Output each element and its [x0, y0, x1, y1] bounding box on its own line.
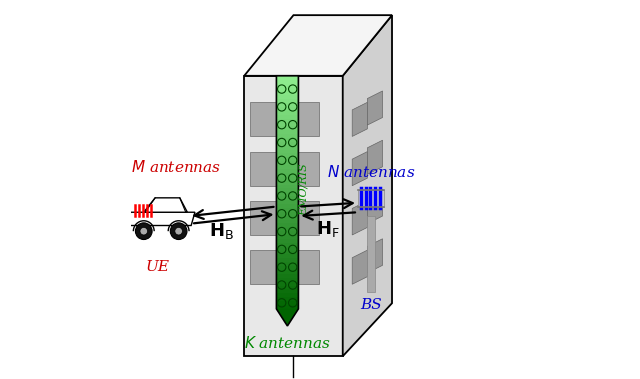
Bar [276, 119, 298, 122]
Polygon shape [244, 15, 392, 76]
Text: UE: UE [146, 260, 170, 274]
Bar [276, 146, 298, 150]
Bar [276, 293, 298, 297]
Bar [276, 138, 298, 142]
Bar [276, 91, 298, 95]
Bar [250, 152, 281, 186]
Bar [276, 88, 298, 91]
Bar [276, 181, 298, 185]
Bar [276, 208, 298, 212]
Bar [276, 204, 298, 208]
Polygon shape [367, 140, 383, 174]
Bar [276, 251, 298, 255]
Bar [276, 278, 298, 282]
Bar [250, 250, 281, 284]
Bar [288, 102, 319, 136]
Bar [276, 130, 298, 134]
Bar [276, 235, 298, 239]
Text: $N$ antennas: $N$ antennas [327, 164, 415, 180]
Text: $\mathbf{H}_{\mathrm{F}}$: $\mathbf{H}_{\mathrm{F}}$ [316, 219, 339, 239]
Bar [276, 239, 298, 243]
Bar [276, 134, 298, 138]
Polygon shape [352, 250, 367, 284]
Bar [276, 196, 298, 200]
Polygon shape [244, 76, 343, 356]
Bar [276, 161, 298, 165]
Bar [276, 114, 298, 119]
Text: BS: BS [360, 298, 382, 312]
Bar [276, 270, 298, 274]
Bar [276, 247, 298, 251]
Bar [276, 227, 298, 231]
Bar [276, 212, 298, 216]
Bar [276, 219, 298, 224]
Bar [276, 258, 298, 262]
Text: $\mathbf{H}_{\mathrm{B}}$: $\mathbf{H}_{\mathrm{B}}$ [209, 221, 234, 241]
Bar [276, 286, 298, 290]
Text: EMO/RIS: EMO/RIS [299, 163, 309, 216]
Polygon shape [129, 212, 195, 226]
Polygon shape [352, 102, 367, 136]
Bar [288, 152, 319, 186]
Circle shape [140, 227, 148, 235]
Polygon shape [343, 15, 392, 356]
Bar [276, 243, 298, 247]
Bar [276, 103, 298, 107]
Text: $M$ antennas: $M$ antennas [131, 159, 221, 175]
Bar [276, 150, 298, 153]
Bar [276, 95, 298, 99]
Bar [276, 177, 298, 181]
Bar [276, 223, 298, 227]
Text: $K$ antennas: $K$ antennas [244, 335, 332, 351]
Bar [276, 169, 298, 173]
Bar [276, 200, 298, 204]
Bar [276, 255, 298, 258]
Circle shape [175, 227, 182, 235]
Bar [288, 201, 319, 235]
Bar [276, 76, 298, 80]
Polygon shape [367, 190, 383, 224]
Circle shape [170, 223, 187, 240]
Bar [276, 305, 298, 309]
Polygon shape [352, 152, 367, 186]
Bar [250, 201, 281, 235]
Bar [276, 266, 298, 270]
Bar [276, 297, 298, 301]
Bar [276, 282, 298, 286]
Polygon shape [367, 239, 383, 273]
Bar [276, 301, 298, 305]
Bar [367, 216, 375, 292]
Bar [276, 126, 298, 130]
Polygon shape [367, 91, 383, 125]
Bar [276, 99, 298, 103]
Bar [276, 173, 298, 177]
Bar [276, 231, 298, 235]
Circle shape [136, 223, 152, 240]
Bar [250, 102, 281, 136]
Bar [276, 188, 298, 192]
Bar [276, 122, 298, 126]
Bar [276, 192, 298, 196]
Bar [276, 262, 298, 266]
Bar [276, 153, 298, 157]
Bar [276, 111, 298, 114]
Bar [276, 185, 298, 188]
Bar [276, 83, 298, 88]
Bar [358, 190, 385, 207]
Bar [276, 216, 298, 219]
Bar [276, 107, 298, 111]
Bar [276, 290, 298, 293]
Polygon shape [276, 309, 298, 326]
Bar [276, 80, 298, 83]
Polygon shape [144, 198, 188, 212]
Bar [276, 165, 298, 169]
Bar [276, 157, 298, 161]
Bar [276, 274, 298, 278]
Polygon shape [352, 201, 367, 235]
Bar [288, 250, 319, 284]
Bar [276, 142, 298, 146]
